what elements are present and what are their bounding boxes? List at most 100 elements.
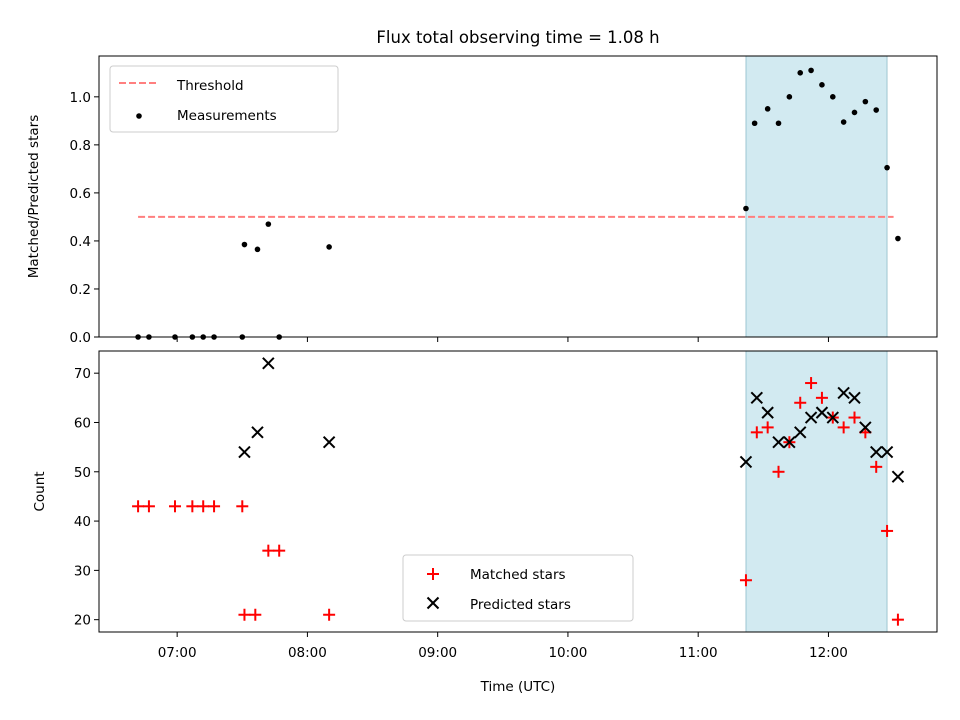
- predicted-star-point: [870, 445, 883, 459]
- matched-star-point: [848, 411, 861, 424]
- legend-measurements-label: Measurements: [177, 108, 277, 124]
- x-tick-label: 08:00: [288, 645, 327, 661]
- matched-star-point: [249, 608, 262, 621]
- predicted-star-point: [322, 435, 336, 449]
- top-y-axis-label: Matched/Predicted stars: [26, 115, 42, 278]
- predicted-star-point: [859, 421, 872, 434]
- matched-star-point: [805, 377, 818, 390]
- top-panel: 0.0 0.2 0.4 0.6 0.8 1.0 Flux total observing …: [26, 28, 938, 346]
- measurement-point: [884, 164, 890, 171]
- matched-star-point: [891, 613, 904, 626]
- legend-predicted-label: Predicted stars: [470, 597, 571, 613]
- y-tick-label: 40: [74, 514, 91, 530]
- matched-star-point: [750, 426, 763, 439]
- y-tick-label: 60: [74, 415, 91, 431]
- predicted-star-point: [772, 435, 785, 449]
- measurement-point: [873, 107, 880, 113]
- y-tick-label: 0.8: [70, 138, 91, 154]
- measurement-point: [241, 241, 248, 248]
- predicted-star-point: [826, 411, 839, 424]
- bottom-axes-frame: [98, 350, 938, 633]
- predicted-star-point: [815, 406, 829, 419]
- measurement-point: [808, 67, 814, 74]
- matched-star-point: [208, 500, 221, 513]
- measurement-point: [829, 94, 836, 100]
- bottom-x-ticks: 07:00 08:00 09:00 10:00 11:00 12:00: [158, 632, 848, 661]
- y-tick-label: 0.4: [70, 234, 91, 250]
- top-y-ticks: 0.0 0.2 0.4 0.6 0.8 1.0: [70, 90, 99, 346]
- predicted-star-point: [739, 455, 753, 469]
- legend-measurements-swatch: [136, 113, 142, 119]
- matched-star-point: [168, 500, 181, 513]
- top-marks: [135, 67, 901, 340]
- measurement-point: [840, 119, 847, 125]
- matched-star-point: [837, 421, 850, 434]
- measurement-point: [797, 70, 804, 76]
- predicted-star-point: [251, 426, 264, 439]
- matched-star-point: [323, 608, 336, 621]
- y-tick-label: 0.6: [70, 186, 91, 202]
- y-tick-label: 0.0: [70, 330, 91, 346]
- measurement-point: [775, 120, 782, 127]
- top-legend-box: [109, 65, 339, 133]
- measurement-point: [254, 246, 261, 253]
- top-x-ticks: [176, 337, 829, 342]
- matched-star-point: [142, 500, 155, 513]
- matched-star-point: [238, 608, 251, 621]
- matched-star-point: [186, 500, 199, 513]
- predicted-star-point: [761, 406, 774, 419]
- matched-star-point: [236, 500, 249, 513]
- x-tick-label: 07:00: [158, 645, 197, 661]
- predicted-star-point: [783, 435, 796, 449]
- predicted-star-point: [837, 386, 850, 400]
- legend-matched-swatch: [427, 568, 439, 580]
- measurement-point: [895, 235, 901, 242]
- measurement-point: [851, 109, 858, 116]
- bottom-marks: [132, 357, 905, 626]
- measurement-point: [751, 120, 758, 127]
- x-tick-label: 12:00: [809, 645, 848, 661]
- y-tick-label: 70: [74, 366, 91, 382]
- matched-star-point: [273, 544, 286, 557]
- bottom-y-axis-label: Count: [32, 471, 48, 511]
- legend-threshold-label: Threshold: [176, 78, 244, 94]
- measurement-point: [819, 82, 825, 88]
- matched-star-point: [881, 524, 894, 537]
- top-axes-frame: [98, 55, 938, 338]
- bottom-panel: 20 30 40 50 60 70 07:00 08:00 09:00 10:00 11:00 12…: [32, 350, 938, 695]
- predicted-star-point: [262, 357, 275, 370]
- predicted-star-point: [880, 445, 894, 459]
- y-tick-label: 50: [74, 465, 91, 481]
- x-tick-label: 09:00: [418, 645, 457, 661]
- matched-star-point: [815, 391, 828, 404]
- bottom-legend-box: [402, 554, 634, 622]
- matched-star-point: [761, 421, 774, 434]
- matched-star-point: [794, 396, 807, 409]
- measurement-point: [743, 205, 749, 212]
- predicted-star-point: [750, 391, 764, 405]
- measurement-point: [265, 221, 272, 227]
- top-shaded-region: [745, 55, 888, 338]
- measurement-point: [786, 94, 793, 100]
- predicted-star-point: [891, 470, 905, 483]
- matched-star-point: [870, 460, 883, 473]
- y-tick-label: 20: [74, 613, 91, 629]
- bottom-legend: Matched stars Predicted stars: [402, 554, 634, 622]
- measurement-point: [326, 244, 332, 250]
- matched-star-point: [262, 544, 275, 557]
- x-tick-label: 10:00: [548, 645, 587, 661]
- measurement-point: [862, 98, 869, 105]
- y-tick-label: 0.2: [70, 282, 91, 298]
- predicted-star-point: [238, 445, 251, 459]
- matched-star-point: [132, 500, 145, 513]
- y-tick-label: 30: [74, 563, 91, 579]
- matched-star-point: [739, 574, 752, 587]
- matched-star-point: [197, 500, 210, 513]
- measurement-point: [764, 106, 771, 112]
- predicted-star-point: [848, 391, 861, 405]
- predicted-star-point: [804, 411, 818, 424]
- predicted-star-point: [794, 426, 807, 439]
- x-axis-label: Time (UTC): [480, 679, 556, 695]
- bottom-shaded-region: [745, 350, 888, 633]
